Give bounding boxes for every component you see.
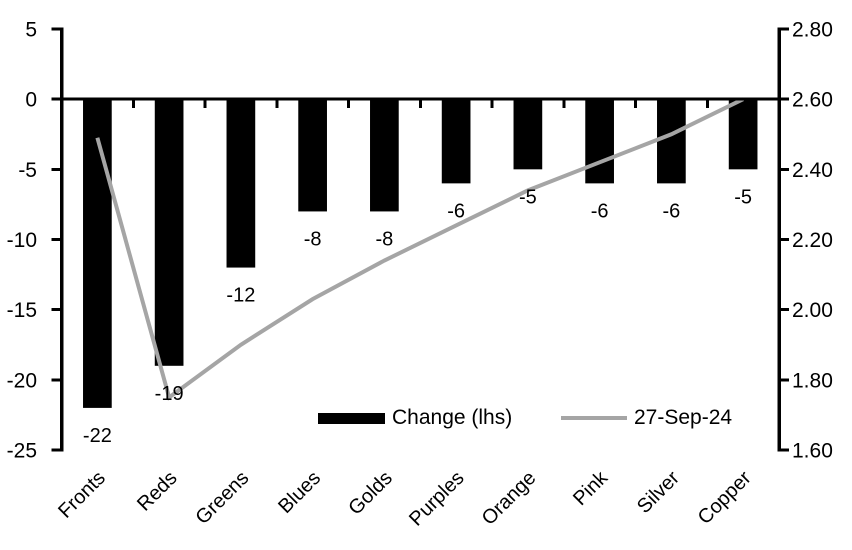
bar-data-label: -8	[304, 228, 322, 250]
bar-data-label: -8	[375, 228, 393, 250]
right-axis-tick-label: 2.20	[792, 229, 833, 252]
bar	[370, 99, 399, 212]
category-label: Copper	[694, 467, 756, 529]
bar	[154, 99, 184, 366]
bar	[657, 99, 686, 184]
bar-data-label: -22	[83, 425, 112, 447]
left-axis-tick-label: 0	[25, 89, 37, 112]
category-label: Reds	[133, 467, 182, 516]
bar	[585, 99, 614, 184]
left-axis-tick-label: -25	[7, 440, 37, 463]
right-axis-tick-label: 1.60	[792, 440, 833, 463]
bar-data-label: -5	[734, 186, 752, 208]
left-axis-tick-label: -10	[7, 229, 37, 252]
category-label: Greens	[191, 467, 253, 529]
bar	[513, 99, 543, 170]
category-label: Blues	[274, 467, 325, 518]
right-axis-tick-label: 2.60	[792, 89, 833, 112]
category-label: Silver	[633, 467, 684, 518]
right-axis-tick-label: 1.80	[792, 369, 833, 392]
right-axis-tick-label: 2.40	[792, 159, 833, 182]
left-axis-tick-label: -15	[7, 299, 37, 322]
bar	[226, 99, 256, 268]
bar	[441, 99, 471, 184]
category-label: Orange	[478, 467, 541, 530]
bar-data-label: -6	[662, 200, 680, 222]
category-label: Golds	[344, 467, 397, 520]
bar-data-label: -6	[447, 200, 465, 222]
category-label: Fronts	[54, 467, 110, 523]
bar	[83, 99, 112, 408]
bar-data-label: -19	[155, 383, 184, 405]
right-axis-tick-label: 2.00	[792, 299, 833, 322]
right-axis-tick-label: 2.80	[792, 19, 833, 42]
bar	[298, 99, 327, 212]
series-line	[95, 97, 745, 401]
left-axis-tick-label: 5	[25, 19, 37, 42]
left-axis-tick-label: -20	[7, 369, 37, 392]
bar-data-label: -12	[226, 285, 255, 307]
bar-data-label: -6	[591, 200, 609, 222]
bar-data-label: -5	[519, 186, 537, 208]
category-label: Purples	[405, 467, 469, 531]
bar	[728, 99, 758, 170]
left-axis-tick-label: -5	[18, 159, 37, 182]
category-label: Pink	[569, 466, 613, 510]
